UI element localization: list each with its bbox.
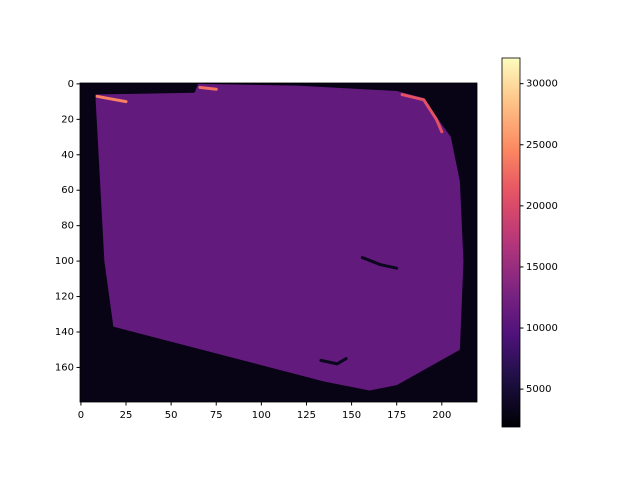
y-tick-label: 20 (61, 114, 74, 125)
y-tick-label: 40 (61, 150, 74, 161)
colorbar-tick-label: 10000 (526, 323, 558, 334)
y-tick-label: 80 (61, 221, 74, 232)
x-tick-label: 175 (387, 410, 406, 421)
colorbar-tick-label: 25000 (526, 140, 558, 151)
x-tick-label: 75 (210, 410, 223, 421)
y-tick-label: 0 (68, 79, 74, 90)
axes-frame (79, 82, 478, 403)
y-tick-label: 60 (61, 185, 74, 196)
colorbar-tick-label: 15000 (526, 262, 558, 273)
colorbar (501, 57, 521, 428)
streak (319, 357, 348, 366)
streak (95, 94, 128, 104)
y-tick-label: 120 (55, 292, 74, 303)
colorbar-tick-label: 30000 (526, 79, 558, 90)
x-tick-label: 125 (297, 410, 316, 421)
streak (360, 256, 399, 270)
colorbar-tick-label: 5000 (526, 384, 551, 395)
x-tick-label: 100 (252, 410, 271, 421)
x-tick-label: 0 (78, 410, 84, 421)
x-tick-label: 25 (120, 410, 133, 421)
streak (198, 85, 218, 91)
x-tick-label: 200 (432, 410, 451, 421)
y-tick-label: 140 (55, 327, 74, 338)
streak (400, 93, 444, 134)
y-tick-label: 100 (55, 256, 74, 267)
colorbar-tick-label: 20000 (526, 201, 558, 212)
region (95, 83, 464, 391)
y-tick-label: 160 (55, 362, 74, 373)
x-tick-label: 150 (342, 410, 361, 421)
plot-area (80, 83, 477, 402)
x-tick-label: 50 (165, 410, 178, 421)
